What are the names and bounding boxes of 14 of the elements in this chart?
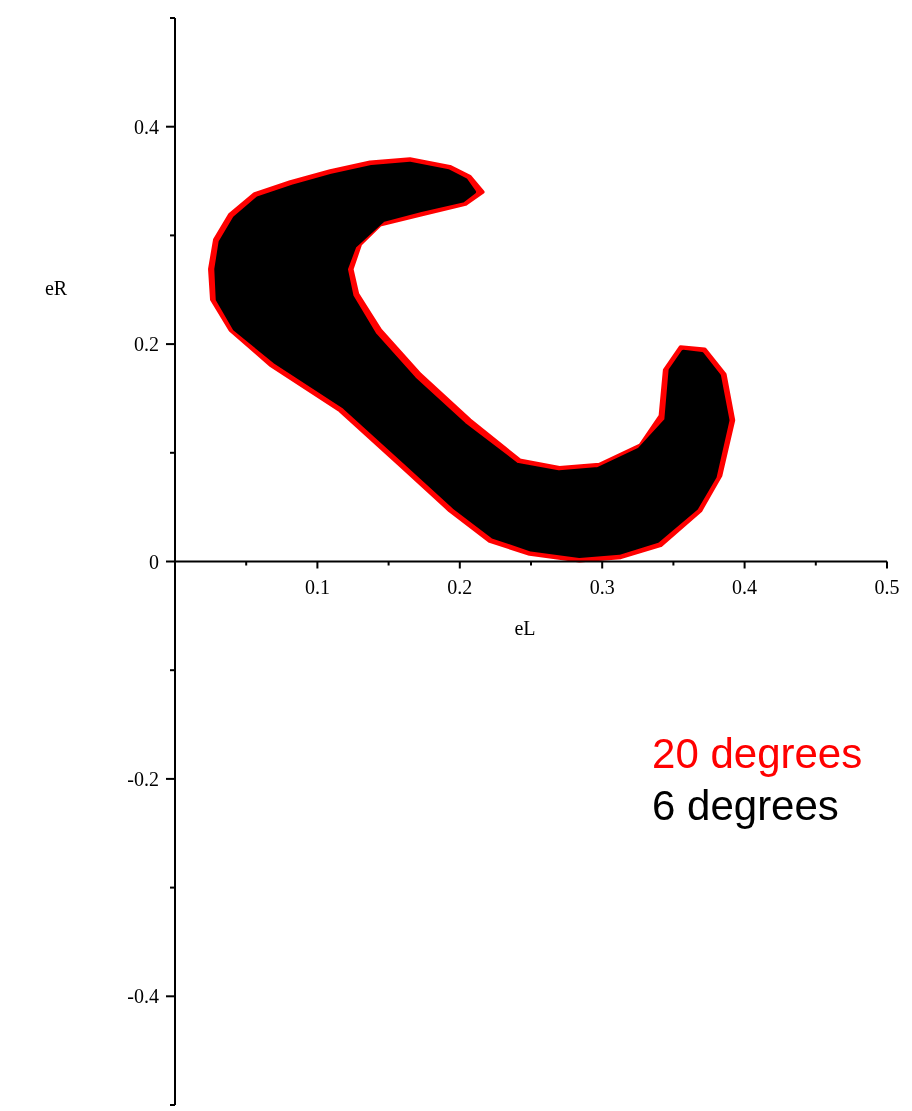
x-tick-label: 0.3 [589, 575, 615, 598]
y-tick-label: 0.4 [134, 115, 159, 138]
y-tick-label: 0.2 [134, 333, 159, 356]
x-tick-label: 0.1 [304, 575, 330, 598]
y-tick-label: -0.2 [127, 767, 159, 790]
y-tick-label: -0.4 [127, 985, 159, 1008]
x-tick-label: 0.2 [447, 575, 473, 598]
text: 20 degrees [652, 730, 863, 778]
x-tick-label: 0.5 [874, 575, 900, 598]
y-axis-title: eR [44, 276, 68, 299]
text: 6 degrees [652, 782, 839, 830]
x-tick-label: 0.4 [732, 575, 758, 598]
x-axis-title: eL [514, 616, 536, 639]
y-tick-label: 0 [149, 550, 159, 573]
